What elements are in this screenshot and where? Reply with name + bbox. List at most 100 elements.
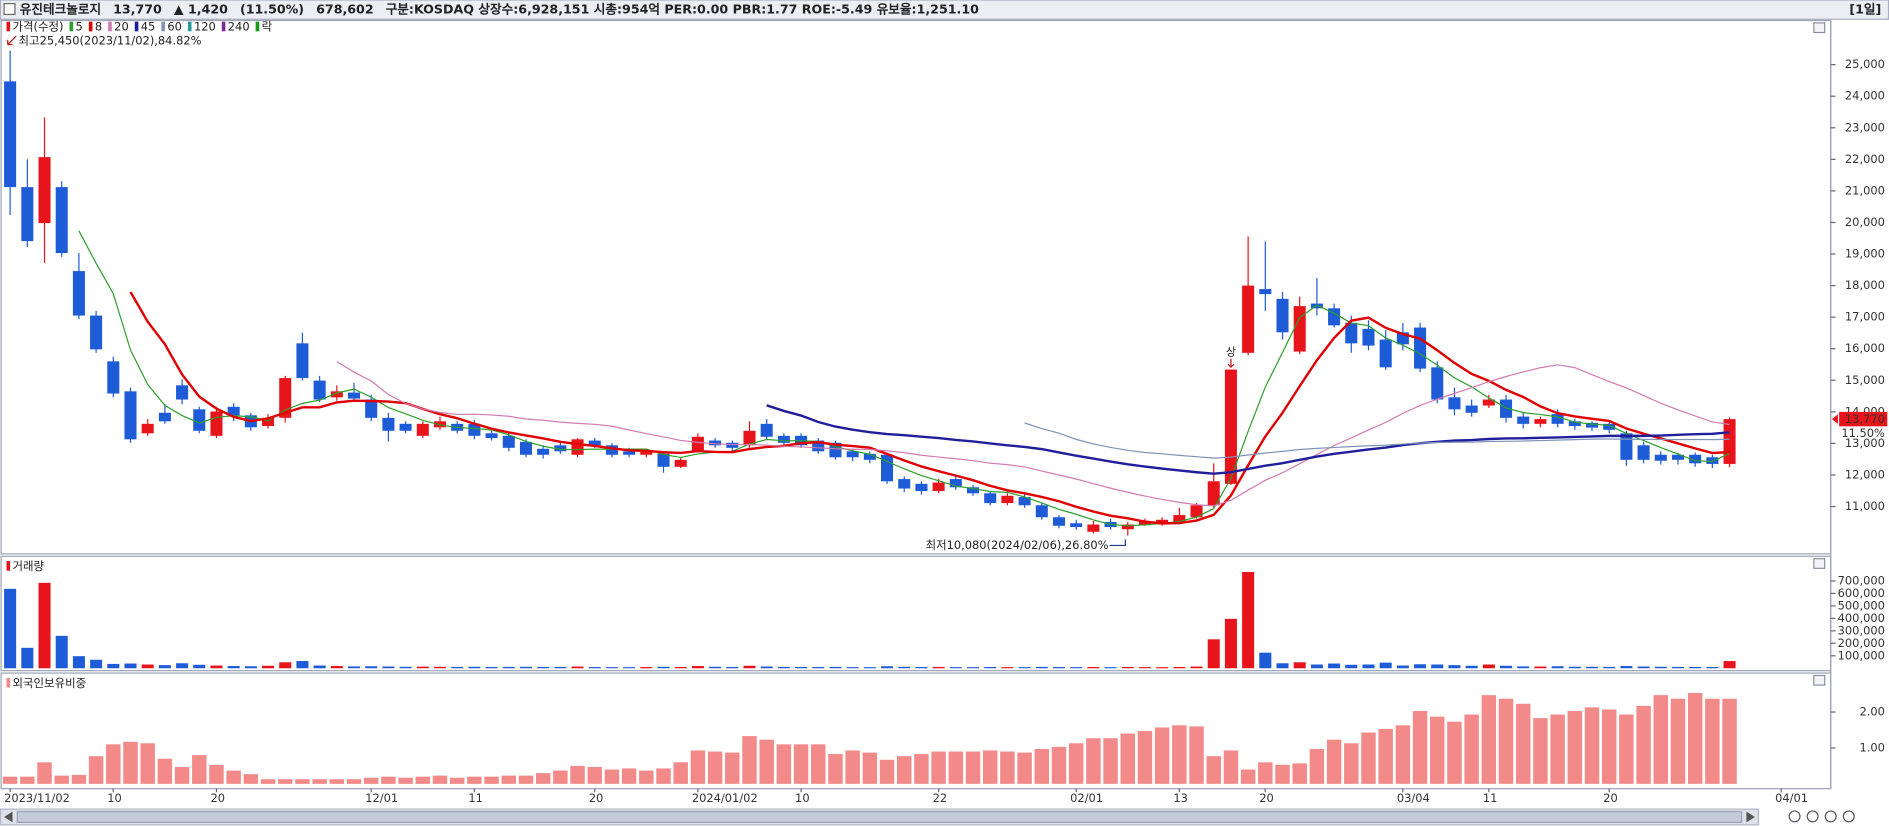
foreign-bar bbox=[37, 762, 52, 784]
candle-body bbox=[279, 378, 292, 418]
moving-average bbox=[336, 361, 1730, 507]
y-tick-label: 20,000 bbox=[1845, 215, 1885, 229]
volume-bar bbox=[4, 588, 17, 669]
foreign-bar bbox=[1120, 733, 1135, 784]
foreign-bar bbox=[1481, 695, 1497, 784]
zoom-button[interactable] bbox=[1824, 810, 1837, 823]
candle-body bbox=[1568, 421, 1581, 427]
foreign-bar bbox=[811, 744, 826, 784]
volume-bar bbox=[1379, 662, 1392, 669]
foreign-bar bbox=[1378, 728, 1393, 784]
candle-body bbox=[1293, 306, 1306, 352]
volume-bar bbox=[571, 666, 584, 669]
foreign-bar bbox=[1103, 738, 1118, 784]
candle-body bbox=[1517, 416, 1530, 424]
panel-button[interactable] bbox=[1813, 674, 1826, 686]
foreign-bar bbox=[639, 770, 654, 784]
volume-title: 거래량 bbox=[13, 559, 45, 573]
volume-bar bbox=[1276, 663, 1289, 669]
volume-bar bbox=[966, 667, 980, 669]
zoom-buttons[interactable] bbox=[1788, 810, 1855, 823]
volume-bar bbox=[657, 666, 670, 669]
volume-bar bbox=[881, 666, 894, 669]
foreign-bar bbox=[914, 754, 929, 784]
foreign-bar bbox=[828, 754, 843, 784]
foreign-bar bbox=[1619, 714, 1634, 784]
candle-body bbox=[1190, 505, 1203, 518]
candle-body bbox=[1070, 523, 1083, 528]
candle-body bbox=[1603, 423, 1616, 430]
limit-arrow bbox=[1227, 358, 1235, 368]
y-tick-label: 500,000 bbox=[1838, 598, 1885, 612]
volume-bar bbox=[90, 659, 103, 669]
foreign-bar bbox=[1361, 732, 1376, 784]
foreign-bar bbox=[1258, 762, 1273, 784]
panel-button[interactable] bbox=[1813, 22, 1826, 34]
volume-bar bbox=[1345, 664, 1358, 669]
volume-bar bbox=[1173, 667, 1186, 669]
scroll-right[interactable] bbox=[1746, 811, 1755, 823]
candle-body bbox=[1706, 457, 1719, 464]
foreign-bar bbox=[1034, 749, 1050, 784]
header-volume: 678,602 bbox=[316, 2, 374, 17]
volume-bar bbox=[726, 667, 739, 669]
volume-bar bbox=[399, 666, 412, 669]
legend-ma: 45 bbox=[141, 20, 156, 34]
candle-body bbox=[1121, 524, 1134, 530]
foreign-bar bbox=[501, 775, 516, 784]
candle-body bbox=[915, 483, 928, 492]
moving-average bbox=[78, 230, 1730, 527]
zoom-button[interactable] bbox=[1806, 810, 1819, 823]
y-tick-label: 700,000 bbox=[1838, 573, 1885, 587]
candle-body bbox=[657, 453, 670, 467]
volume-bar bbox=[433, 666, 447, 669]
foreign-bar bbox=[1275, 764, 1290, 784]
candle-body bbox=[55, 187, 68, 254]
x-tick-label: 04/01 bbox=[1775, 791, 1808, 805]
foreign-bar bbox=[449, 777, 465, 784]
x-tick-label: 11 bbox=[468, 791, 483, 805]
candle-body bbox=[881, 454, 894, 482]
candle-body bbox=[932, 482, 945, 492]
scroll-left[interactable] bbox=[4, 811, 13, 823]
volume-bar bbox=[107, 663, 120, 669]
foreign-bar bbox=[931, 751, 946, 784]
y-tick-label: 21,000 bbox=[1845, 183, 1885, 197]
scroll-thumb[interactable] bbox=[16, 810, 1743, 823]
volume-bar bbox=[1259, 652, 1272, 669]
candle-body bbox=[846, 451, 859, 458]
volume-bar bbox=[1207, 639, 1220, 669]
volume-bar bbox=[1568, 666, 1581, 669]
foreign-title: 외국인보유비중 bbox=[13, 676, 87, 690]
panel-button[interactable] bbox=[1813, 558, 1826, 569]
foreign-bar bbox=[1240, 769, 1256, 784]
volume-bar bbox=[932, 666, 945, 669]
volume-bar bbox=[709, 666, 722, 669]
foreign-bar bbox=[862, 752, 878, 784]
foreign-bar bbox=[982, 750, 998, 784]
y-tick-label: 11,000 bbox=[1845, 499, 1885, 513]
y-tick-label: 1.00 bbox=[1859, 740, 1884, 754]
foreign-bar bbox=[1000, 751, 1015, 784]
period-button[interactable]: [1일] bbox=[1849, 2, 1881, 17]
candle-body bbox=[1207, 481, 1220, 506]
foreign-bar bbox=[1309, 749, 1325, 784]
foreign-bar bbox=[157, 758, 173, 784]
foreign-bar bbox=[1447, 721, 1462, 784]
volume-bar bbox=[21, 647, 34, 669]
volume-bar bbox=[1138, 667, 1151, 669]
zoom-button[interactable] bbox=[1842, 810, 1855, 823]
zoom-button[interactable] bbox=[1788, 810, 1801, 823]
foreign-bar bbox=[1017, 752, 1032, 784]
y-tick-label: 17,000 bbox=[1845, 310, 1885, 324]
foreign-bar bbox=[432, 775, 448, 784]
foreign-bar bbox=[1567, 710, 1583, 784]
header-icon[interactable] bbox=[3, 3, 16, 16]
volume-bar bbox=[605, 667, 618, 669]
header-change_pct: (11.50%) bbox=[240, 2, 304, 17]
foreign-bar bbox=[1670, 698, 1686, 784]
volume-bar bbox=[1689, 667, 1702, 669]
foreign-bar bbox=[553, 770, 568, 784]
x-tick-label: 10 bbox=[107, 791, 122, 805]
foreign-bar bbox=[518, 775, 534, 784]
